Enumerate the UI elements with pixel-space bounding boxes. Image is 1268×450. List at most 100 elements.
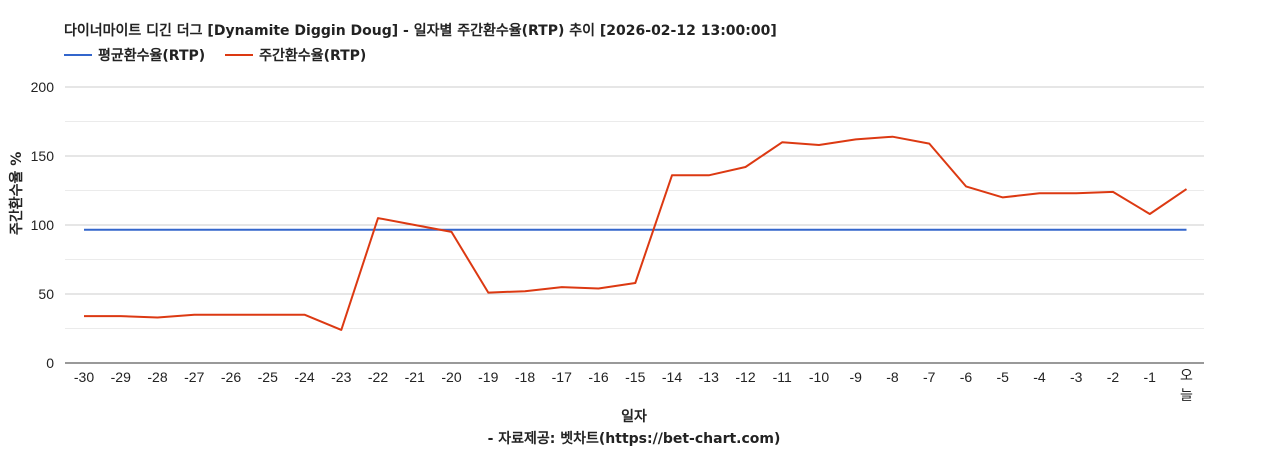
data-point-weekly xyxy=(82,314,87,319)
x-tick-label: -22 xyxy=(368,369,388,385)
data-point-weekly xyxy=(853,137,858,142)
data-point-weekly xyxy=(155,315,160,320)
y-tick-label: 50 xyxy=(38,286,54,302)
x-tick-label: -2 xyxy=(1107,369,1120,385)
y-axis-label: 주간환수율 % xyxy=(9,151,25,235)
data-point-average xyxy=(155,227,160,232)
data-point-average xyxy=(890,227,895,232)
data-point-weekly xyxy=(449,229,454,234)
data-point-weekly xyxy=(376,216,381,221)
data-point-weekly xyxy=(780,140,785,145)
x-tick-label: -28 xyxy=(147,369,167,385)
data-point-average xyxy=(339,227,344,232)
data-point-weekly xyxy=(523,289,528,294)
y-tick-label: 200 xyxy=(31,79,55,95)
x-tick-label: -13 xyxy=(699,369,719,385)
x-tick-label: -11 xyxy=(773,369,792,385)
legend-swatch-weekly xyxy=(225,54,254,56)
data-point-average xyxy=(229,227,234,232)
x-tick-label: -21 xyxy=(405,369,425,385)
x-tick-label: -18 xyxy=(515,369,535,385)
data-point-weekly xyxy=(633,280,638,285)
data-point-weekly xyxy=(670,173,675,178)
chart-legend: 평균환수율(RTP) 주간환수율(RTP) xyxy=(64,45,386,65)
y-tick-label: 150 xyxy=(31,148,55,164)
data-point-average xyxy=(1037,227,1042,232)
data-point-average xyxy=(1111,227,1116,232)
x-tick-label: -4 xyxy=(1033,369,1046,385)
data-point-weekly xyxy=(1000,195,1005,200)
data-point-average xyxy=(780,227,785,232)
data-point-average xyxy=(927,227,932,232)
x-tick-label: -9 xyxy=(850,369,863,385)
data-point-weekly xyxy=(302,312,307,317)
data-point-average xyxy=(412,227,417,232)
x-tick-label: -5 xyxy=(997,369,1010,385)
data-point-weekly xyxy=(265,312,270,317)
data-point-weekly xyxy=(596,286,601,291)
data-point-weekly xyxy=(1184,187,1189,192)
x-tick-label: -27 xyxy=(184,369,204,385)
series-line-weekly xyxy=(84,135,1188,331)
x-axis-label: 일자 xyxy=(621,409,647,425)
data-point-average xyxy=(964,227,969,232)
data-point-average xyxy=(596,227,601,232)
x-tick-label: 오 xyxy=(1180,367,1193,383)
y-tick-label: 100 xyxy=(31,217,55,233)
data-point-average xyxy=(192,227,197,232)
legend-item-average[interactable]: 평균환수율(RTP) xyxy=(64,45,205,65)
data-point-average xyxy=(265,227,270,232)
data-point-weekly xyxy=(927,141,932,146)
x-tick-label: -17 xyxy=(552,369,572,385)
legend-label-weekly: 주간환수율(RTP) xyxy=(259,48,367,64)
x-tick-label: -1 xyxy=(1144,369,1157,385)
x-tick-label: -30 xyxy=(74,369,94,385)
data-point-weekly xyxy=(192,312,197,317)
legend-swatch-average xyxy=(64,54,92,56)
data-point-average xyxy=(670,227,675,232)
x-tick-label: -10 xyxy=(809,369,829,385)
chart-title: 다이너마이트 디긴 더그 [Dynamite Diggin Doug] - 일자… xyxy=(64,23,777,39)
data-point-weekly xyxy=(559,285,564,290)
data-point-weekly xyxy=(339,327,344,332)
data-point-weekly xyxy=(1111,189,1116,194)
x-tick-label: -25 xyxy=(258,369,278,385)
data-point-weekly xyxy=(743,165,748,170)
x-tick-label: -6 xyxy=(960,369,973,385)
data-point-average xyxy=(82,227,87,232)
data-point-weekly xyxy=(964,184,969,189)
data-point-average xyxy=(1184,227,1189,232)
data-point-weekly xyxy=(229,312,234,317)
data-point-weekly xyxy=(890,134,895,139)
data-point-average xyxy=(743,227,748,232)
data-point-average xyxy=(1000,227,1005,232)
data-point-average xyxy=(302,227,307,232)
data-point-weekly xyxy=(706,173,711,178)
data-point-average xyxy=(118,227,123,232)
data-point-average xyxy=(853,227,858,232)
x-tick-label: -24 xyxy=(294,369,314,385)
x-tick-label: -26 xyxy=(221,369,241,385)
legend-item-weekly[interactable]: 주간환수율(RTP) xyxy=(225,45,366,65)
data-point-average xyxy=(706,227,711,232)
data-point-average xyxy=(1074,227,1079,232)
x-tick-label: -8 xyxy=(886,369,899,385)
data-point-weekly xyxy=(412,223,417,228)
x-tick-label: -15 xyxy=(625,369,645,385)
data-point-weekly xyxy=(1147,211,1152,216)
data-point-average xyxy=(523,227,528,232)
source-credit: - 자료제공: 벳차트(https://bet-chart.com) xyxy=(487,431,781,447)
data-point-weekly xyxy=(1074,191,1079,196)
data-point-weekly xyxy=(118,314,123,319)
x-tick-label: -12 xyxy=(735,369,755,385)
legend-label-average: 평균환수율(RTP) xyxy=(98,48,206,64)
x-tick-label: -16 xyxy=(588,369,608,385)
x-tick-label: -3 xyxy=(1070,369,1083,385)
x-tick-label: -7 xyxy=(923,369,936,385)
x-tick-label: -29 xyxy=(111,369,131,385)
x-tick-label: -20 xyxy=(441,369,461,385)
data-point-average xyxy=(486,227,491,232)
data-point-weekly xyxy=(486,290,491,295)
data-point-average xyxy=(817,227,822,232)
